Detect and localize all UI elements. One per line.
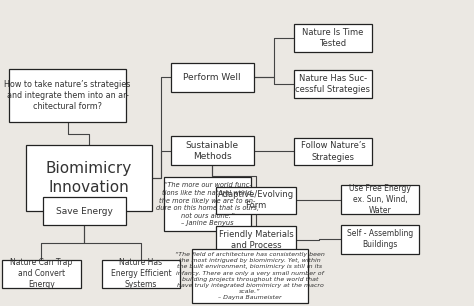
Text: Save Energy: Save Energy — [56, 207, 112, 216]
Text: Sustainable
Methods: Sustainable Methods — [185, 141, 239, 161]
Text: Self - Assembling
Buildings: Self - Assembling Buildings — [347, 230, 413, 249]
Text: Nature Is Time
Tested: Nature Is Time Tested — [302, 28, 364, 48]
Text: Follow Nature’s
Strategies: Follow Nature’s Strategies — [301, 141, 365, 162]
FancyBboxPatch shape — [26, 145, 152, 211]
FancyBboxPatch shape — [294, 70, 372, 98]
FancyBboxPatch shape — [43, 197, 126, 225]
Text: Nature Can Trap
and Convert
Energy: Nature Can Trap and Convert Energy — [10, 258, 73, 289]
FancyBboxPatch shape — [164, 177, 251, 231]
FancyBboxPatch shape — [171, 136, 254, 165]
Text: “The field of architecture has consistently been
the most intrigued by biomimicr: “The field of architecture has consisten… — [175, 252, 325, 300]
Text: “The more our world func-
tions like the natural world,
the more likely we are t: “The more our world func- tions like the… — [156, 182, 259, 226]
FancyBboxPatch shape — [192, 249, 308, 303]
Text: Nature Has
Energy Efficient
Systems: Nature Has Energy Efficient Systems — [111, 258, 171, 289]
Text: Use Free Energy
ex. Sun, Wind,
Water: Use Free Energy ex. Sun, Wind, Water — [349, 184, 411, 215]
Text: Friendly Materials
and Process: Friendly Materials and Process — [219, 230, 293, 250]
FancyBboxPatch shape — [341, 225, 419, 254]
FancyBboxPatch shape — [102, 260, 180, 288]
FancyBboxPatch shape — [9, 69, 126, 122]
FancyBboxPatch shape — [294, 24, 372, 52]
FancyBboxPatch shape — [216, 226, 296, 254]
Text: How to take nature’s strategies
and integrate them into an ar-
chitectural form?: How to take nature’s strategies and inte… — [4, 80, 131, 111]
Text: Perform Well: Perform Well — [183, 73, 241, 82]
Text: Biomimicry
Innovation: Biomimicry Innovation — [46, 162, 132, 195]
FancyBboxPatch shape — [171, 63, 254, 92]
FancyBboxPatch shape — [294, 138, 372, 165]
FancyBboxPatch shape — [341, 185, 419, 214]
Text: Nature Has Suc-
cessful Strategies: Nature Has Suc- cessful Strategies — [295, 74, 371, 94]
FancyBboxPatch shape — [2, 260, 81, 288]
FancyBboxPatch shape — [216, 187, 296, 214]
Text: Adaptive/Evolving
Form: Adaptive/Evolving Form — [218, 190, 294, 211]
